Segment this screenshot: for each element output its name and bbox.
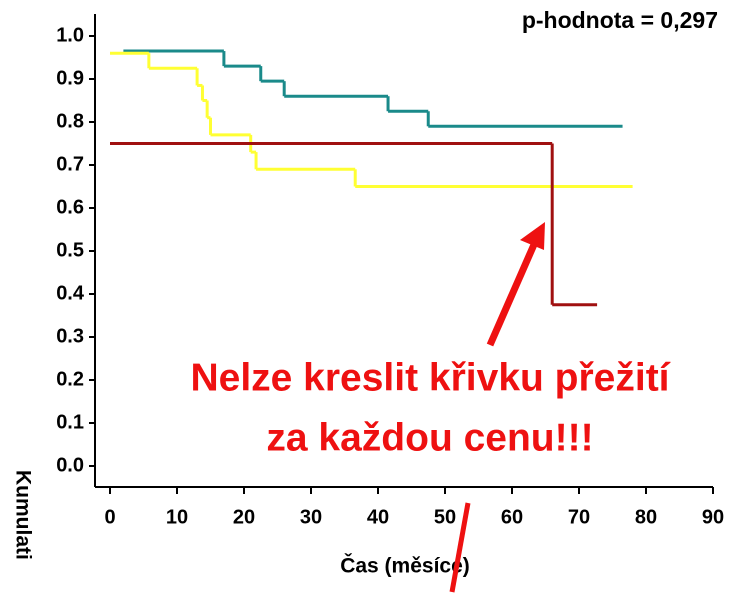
y-tick-label: 0.1 [56, 411, 84, 433]
y-tick-label: 0.4 [56, 282, 85, 304]
y-tick-label: 0.5 [56, 239, 84, 261]
arrow [486, 238, 540, 347]
x-tick-label: 60 [501, 506, 523, 528]
y-tick-label: 1.0 [56, 24, 84, 46]
x-tick-label: 70 [568, 506, 590, 528]
x-axis-label: Čas (měsíce) [340, 554, 470, 578]
x-tick-label: 20 [233, 506, 255, 528]
y-tick-label: 0.0 [56, 454, 84, 476]
arrow-head [520, 222, 545, 250]
x-tick-label: 40 [367, 506, 389, 528]
y-axis-label: Kumulati [11, 470, 34, 560]
y-tick-label: 0.8 [56, 110, 84, 132]
y-tick-label: 0.2 [56, 368, 84, 390]
y-tick-label: 0.9 [56, 67, 84, 89]
x-tick-label: 10 [166, 506, 188, 528]
y-tick-label: 0.3 [56, 325, 84, 347]
annotation: za každou cenu!!! [266, 416, 593, 459]
annotation: Nelze kreslit křivku přežití [190, 356, 670, 399]
y-tick-label: 0.7 [56, 153, 84, 175]
y-tick-label: 0.6 [56, 196, 84, 218]
x-tick-label: 0 [104, 506, 115, 528]
slash [449, 502, 471, 593]
x-tick-label: 50 [434, 506, 456, 528]
x-tick-label: 80 [635, 506, 657, 528]
x-tick-label: 30 [300, 506, 322, 528]
x-tick-label: 90 [702, 506, 724, 528]
p-value: p-hodnota = 0,297 [522, 7, 718, 33]
plot: 0.0 0.1 0.2 0.3 0.4 0.5 0.6 0.7 0.8 0.9 1.0 0 10 20 30… [56, 24, 724, 528]
